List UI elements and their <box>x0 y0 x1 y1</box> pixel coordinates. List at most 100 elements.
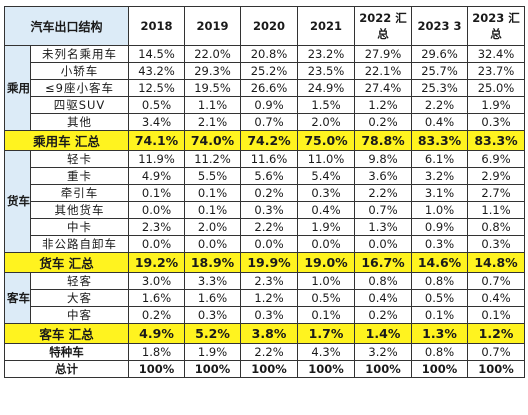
year-header: 2022 汇总 <box>354 6 413 46</box>
value-cell: 0.1% <box>411 306 469 324</box>
subcategory-label: 小轿车 <box>29 62 130 80</box>
table-row: 四驱SUV 0.5% 1.1% 0.9% 1.5% 1.2% 2.2% 1.9% <box>5 96 526 114</box>
value-cell: 19.0% <box>297 252 356 273</box>
value-cell: 26.6% <box>240 79 299 97</box>
value-cell: 29.3% <box>184 62 242 80</box>
value-cell: 0.3% <box>467 235 526 253</box>
summary-row: 货车 汇总 19.2% 18.9% 19.9% 19.0% 16.7% 14.6% 14.8% <box>3 252 526 273</box>
value-cell: 23.7% <box>467 62 526 80</box>
value-cell: 1.1% <box>467 201 526 219</box>
value-cell: 5.2% <box>184 323 242 344</box>
value-cell: 0.2% <box>354 306 413 324</box>
value-cell: 0.0% <box>184 235 242 253</box>
subcategory-label: 轻客 <box>29 272 130 290</box>
value-cell: 100% <box>128 360 186 378</box>
summary-label: 货车 汇总 <box>3 252 130 273</box>
subcategory-label: 四驱SUV <box>29 96 130 114</box>
value-cell: 6.9% <box>467 150 526 168</box>
year-header: 2019 <box>184 6 242 46</box>
export-structure-table: 汽车出口结构 2018 2019 2020 2021 2022 汇总 2023 … <box>3 6 526 378</box>
value-cell: 24.9% <box>297 79 356 97</box>
value-cell: 0.5% <box>128 96 186 114</box>
value-cell: 4.3% <box>297 343 356 361</box>
value-cell: 2.2% <box>354 184 413 202</box>
subcategory-label: 重卡 <box>29 167 130 185</box>
value-cell: 1.9% <box>184 343 242 361</box>
value-cell: 23.2% <box>297 45 356 63</box>
value-cell: 29.6% <box>411 45 469 63</box>
value-cell: 11.0% <box>297 150 356 168</box>
table-row: 货车 轻卡 11.9% 11.2% 11.6% 11.0% 9.8% 6.1% 6.9% <box>4 150 526 253</box>
value-cell: 0.8% <box>411 343 469 361</box>
value-cell: 14.5% <box>128 45 186 63</box>
value-cell: 1.0% <box>297 272 356 290</box>
subcategory-label: ≤9座小客车 <box>29 79 130 97</box>
value-cell: 74.2% <box>240 130 299 151</box>
value-cell: 22.0% <box>184 45 242 63</box>
value-cell: 0.8% <box>354 272 413 290</box>
value-cell: 0.0% <box>240 235 299 253</box>
summary-label: 客车 汇总 <box>3 323 130 344</box>
table-row: 乘用车未列名乘用车14.5%22.0%20.8%23.2%27.9%29.6%3… <box>4 45 526 131</box>
value-cell: 0.9% <box>240 96 299 114</box>
value-cell: 2.2% <box>240 218 299 236</box>
value-cell: 25.7% <box>411 62 469 80</box>
value-cell: 100% <box>297 360 356 378</box>
value-cell: 1.3% <box>354 218 413 236</box>
value-cell: 1.2% <box>240 289 299 307</box>
table-row: 其他 3.4% 2.1% 0.7% 2.0% 0.2% 0.4% 0.3% <box>5 113 526 131</box>
value-cell: 0.4% <box>354 289 413 307</box>
value-cell: 12.5% <box>128 79 186 97</box>
value-cell: 1.3% <box>411 323 469 344</box>
table-row: 中客 0.2% 0.3% 0.3% 0.1% 0.2% 0.1% 0.1% <box>5 306 526 324</box>
value-cell: 3.0% <box>128 272 186 290</box>
value-cell: 5.4% <box>297 167 356 185</box>
value-cell: 22.1% <box>354 62 413 80</box>
value-cell: 16.7% <box>354 252 413 273</box>
value-cell: 3.8% <box>240 323 299 344</box>
value-cell: 0.1% <box>297 306 356 324</box>
value-cell: 0.2% <box>240 184 299 202</box>
value-cell: 0.3% <box>240 201 299 219</box>
value-cell: 2.0% <box>184 218 242 236</box>
value-cell: 2.9% <box>467 167 526 185</box>
year-header: 2020 <box>240 6 299 46</box>
value-cell: 19.2% <box>128 252 186 273</box>
value-cell: 25.2% <box>240 62 299 80</box>
value-cell: 27.9% <box>354 45 413 63</box>
value-cell: 0.7% <box>240 113 299 131</box>
value-cell: 83.3% <box>467 130 526 151</box>
value-cell: 0.3% <box>184 306 242 324</box>
value-cell: 74.1% <box>128 130 186 151</box>
subcategory-label: 中卡 <box>29 218 130 236</box>
value-cell: 0.4% <box>411 113 469 131</box>
summary-row: 客车 汇总 4.9% 5.2% 3.8% 1.7% 1.4% 1.3% 1.2% <box>3 323 526 344</box>
value-cell: 0.8% <box>467 218 526 236</box>
value-cell: 1.6% <box>128 289 186 307</box>
value-cell: 5.5% <box>184 167 242 185</box>
value-cell: 19.9% <box>240 252 299 273</box>
value-cell: 0.4% <box>467 289 526 307</box>
value-cell: 0.9% <box>411 218 469 236</box>
value-cell: 0.7% <box>467 343 526 361</box>
value-cell: 0.3% <box>411 235 469 253</box>
value-cell: 2.1% <box>184 113 242 131</box>
table-row: 重卡 4.9% 5.5% 5.6% 5.4% 3.6% 3.2% 2.9% <box>5 167 526 185</box>
value-cell: 0.8% <box>411 272 469 290</box>
value-cell: 100% <box>467 360 526 378</box>
value-cell: 20.8% <box>240 45 299 63</box>
value-cell: 0.1% <box>184 201 242 219</box>
value-cell: 25.3% <box>411 79 469 97</box>
value-cell: 3.2% <box>411 167 469 185</box>
value-cell: 43.2% <box>128 62 186 80</box>
summary-label: 乘用车 汇总 <box>3 130 130 151</box>
value-cell: 3.6% <box>354 167 413 185</box>
table-title: 汽车出口结构 <box>3 6 130 46</box>
value-cell: 0.1% <box>467 306 526 324</box>
subcategory-label: 牵引车 <box>29 184 130 202</box>
table-row: ≤9座小客车 12.5% 19.5% 26.6% 24.9% 27.4% 25.3% 25.0… <box>5 79 526 97</box>
year-header: 2021 <box>297 6 356 46</box>
value-cell: 0.2% <box>128 306 186 324</box>
value-cell: 4.9% <box>128 167 186 185</box>
value-cell: 1.1% <box>184 96 242 114</box>
